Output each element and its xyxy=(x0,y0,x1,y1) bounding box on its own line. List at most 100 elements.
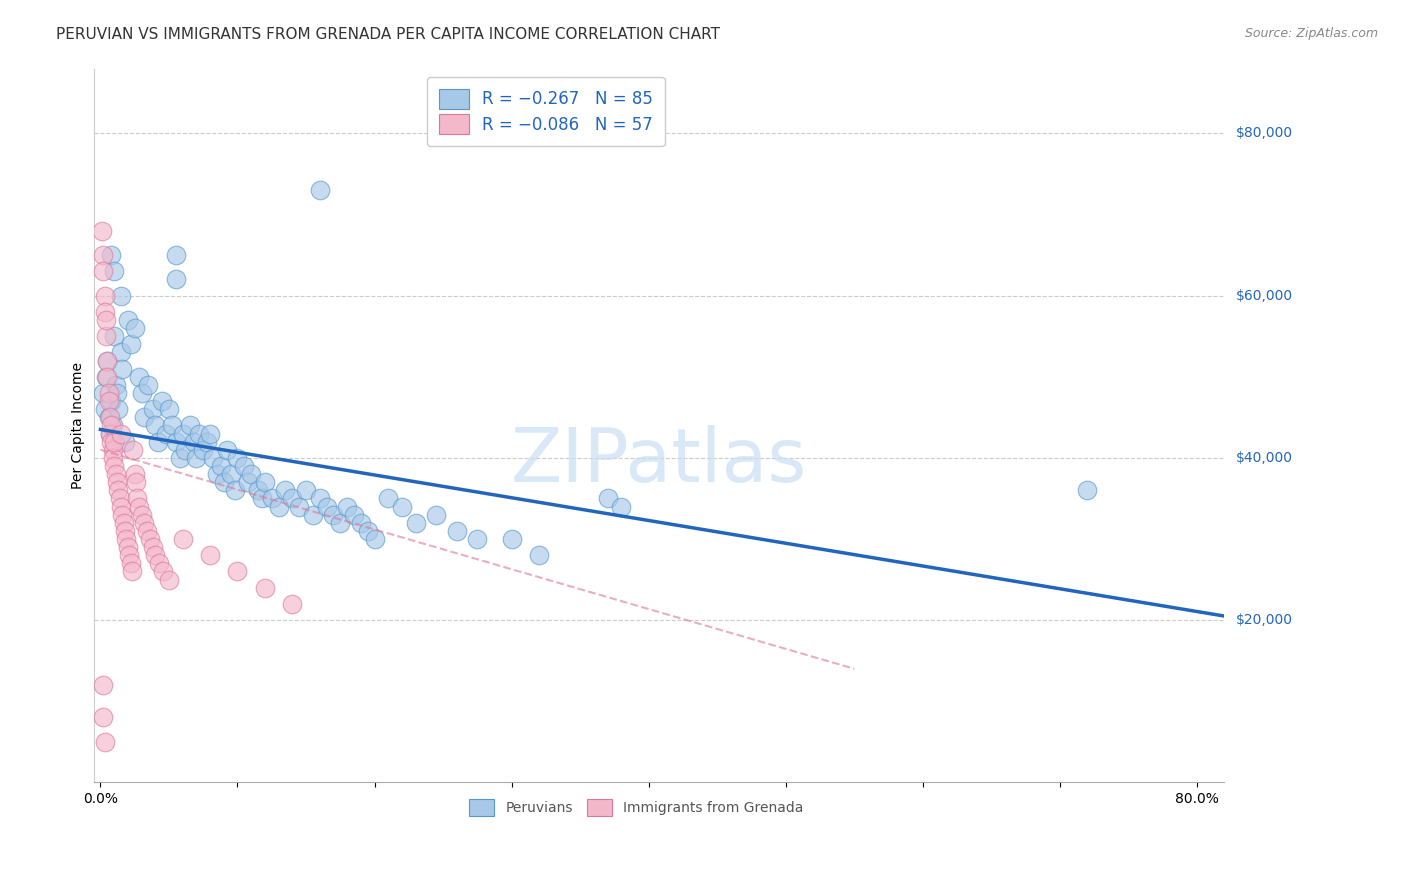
Point xyxy=(117,540,139,554)
Point xyxy=(308,491,330,506)
Point xyxy=(165,272,187,286)
Point xyxy=(98,426,121,441)
Point xyxy=(172,532,194,546)
Point xyxy=(391,500,413,514)
Point xyxy=(97,394,120,409)
Point xyxy=(94,313,117,327)
Point xyxy=(91,264,114,278)
Point xyxy=(105,475,128,490)
Point xyxy=(160,418,183,433)
Point xyxy=(93,288,115,302)
Point xyxy=(94,329,117,343)
Point xyxy=(127,491,149,506)
Point xyxy=(253,581,276,595)
Point xyxy=(93,305,115,319)
Point xyxy=(104,467,127,482)
Point xyxy=(165,434,187,449)
Point xyxy=(188,426,211,441)
Point xyxy=(198,548,221,562)
Point xyxy=(205,467,228,482)
Point xyxy=(108,491,131,506)
Point xyxy=(141,540,163,554)
Point xyxy=(198,426,221,441)
Point xyxy=(136,524,159,538)
Point xyxy=(97,410,120,425)
Point xyxy=(91,678,114,692)
Point xyxy=(124,321,146,335)
Point xyxy=(110,426,132,441)
Point xyxy=(260,491,283,506)
Point xyxy=(152,565,174,579)
Point xyxy=(183,434,205,449)
Point xyxy=(122,442,145,457)
Point xyxy=(138,377,160,392)
Point xyxy=(267,500,290,514)
Point xyxy=(110,500,132,514)
Point xyxy=(94,369,117,384)
Point xyxy=(350,516,373,530)
Point xyxy=(357,524,380,538)
Point xyxy=(215,442,238,457)
Point xyxy=(118,548,141,562)
Point xyxy=(425,508,447,522)
Point xyxy=(240,467,263,482)
Point xyxy=(274,483,297,498)
Point xyxy=(596,491,619,506)
Point xyxy=(107,483,129,498)
Point xyxy=(115,532,138,546)
Point xyxy=(195,434,218,449)
Point xyxy=(169,450,191,465)
Point xyxy=(172,426,194,441)
Point xyxy=(186,450,208,465)
Point xyxy=(322,508,344,522)
Point xyxy=(96,353,118,368)
Point xyxy=(179,418,201,433)
Point xyxy=(343,508,366,522)
Point xyxy=(281,491,304,506)
Point xyxy=(446,524,468,538)
Point xyxy=(96,369,118,384)
Point xyxy=(157,573,180,587)
Point xyxy=(100,434,122,449)
Point xyxy=(131,386,153,401)
Point xyxy=(155,426,177,441)
Point xyxy=(110,345,132,359)
Point xyxy=(120,337,142,351)
Point xyxy=(103,329,125,343)
Point xyxy=(295,483,318,498)
Point xyxy=(120,557,142,571)
Point xyxy=(209,458,232,473)
Point xyxy=(405,516,427,530)
Point xyxy=(103,458,125,473)
Point xyxy=(224,483,246,498)
Point xyxy=(157,402,180,417)
Point xyxy=(143,418,166,433)
Text: $40,000: $40,000 xyxy=(1236,450,1292,465)
Point xyxy=(98,426,121,441)
Point xyxy=(467,532,489,546)
Point xyxy=(336,500,359,514)
Point xyxy=(250,491,273,506)
Point xyxy=(141,402,163,417)
Point xyxy=(226,565,249,579)
Text: $80,000: $80,000 xyxy=(1236,127,1292,140)
Point xyxy=(96,353,118,368)
Point xyxy=(110,288,132,302)
Point xyxy=(100,394,122,409)
Point xyxy=(121,565,143,579)
Point xyxy=(111,508,134,522)
Point xyxy=(212,475,235,490)
Point xyxy=(501,532,523,546)
Point xyxy=(610,500,633,514)
Point xyxy=(101,442,124,457)
Point xyxy=(101,450,124,465)
Point xyxy=(125,475,148,490)
Point xyxy=(146,434,169,449)
Point xyxy=(107,402,129,417)
Point xyxy=(103,264,125,278)
Point xyxy=(165,248,187,262)
Point xyxy=(91,386,114,401)
Point xyxy=(114,434,136,449)
Point xyxy=(100,418,122,433)
Point xyxy=(233,458,256,473)
